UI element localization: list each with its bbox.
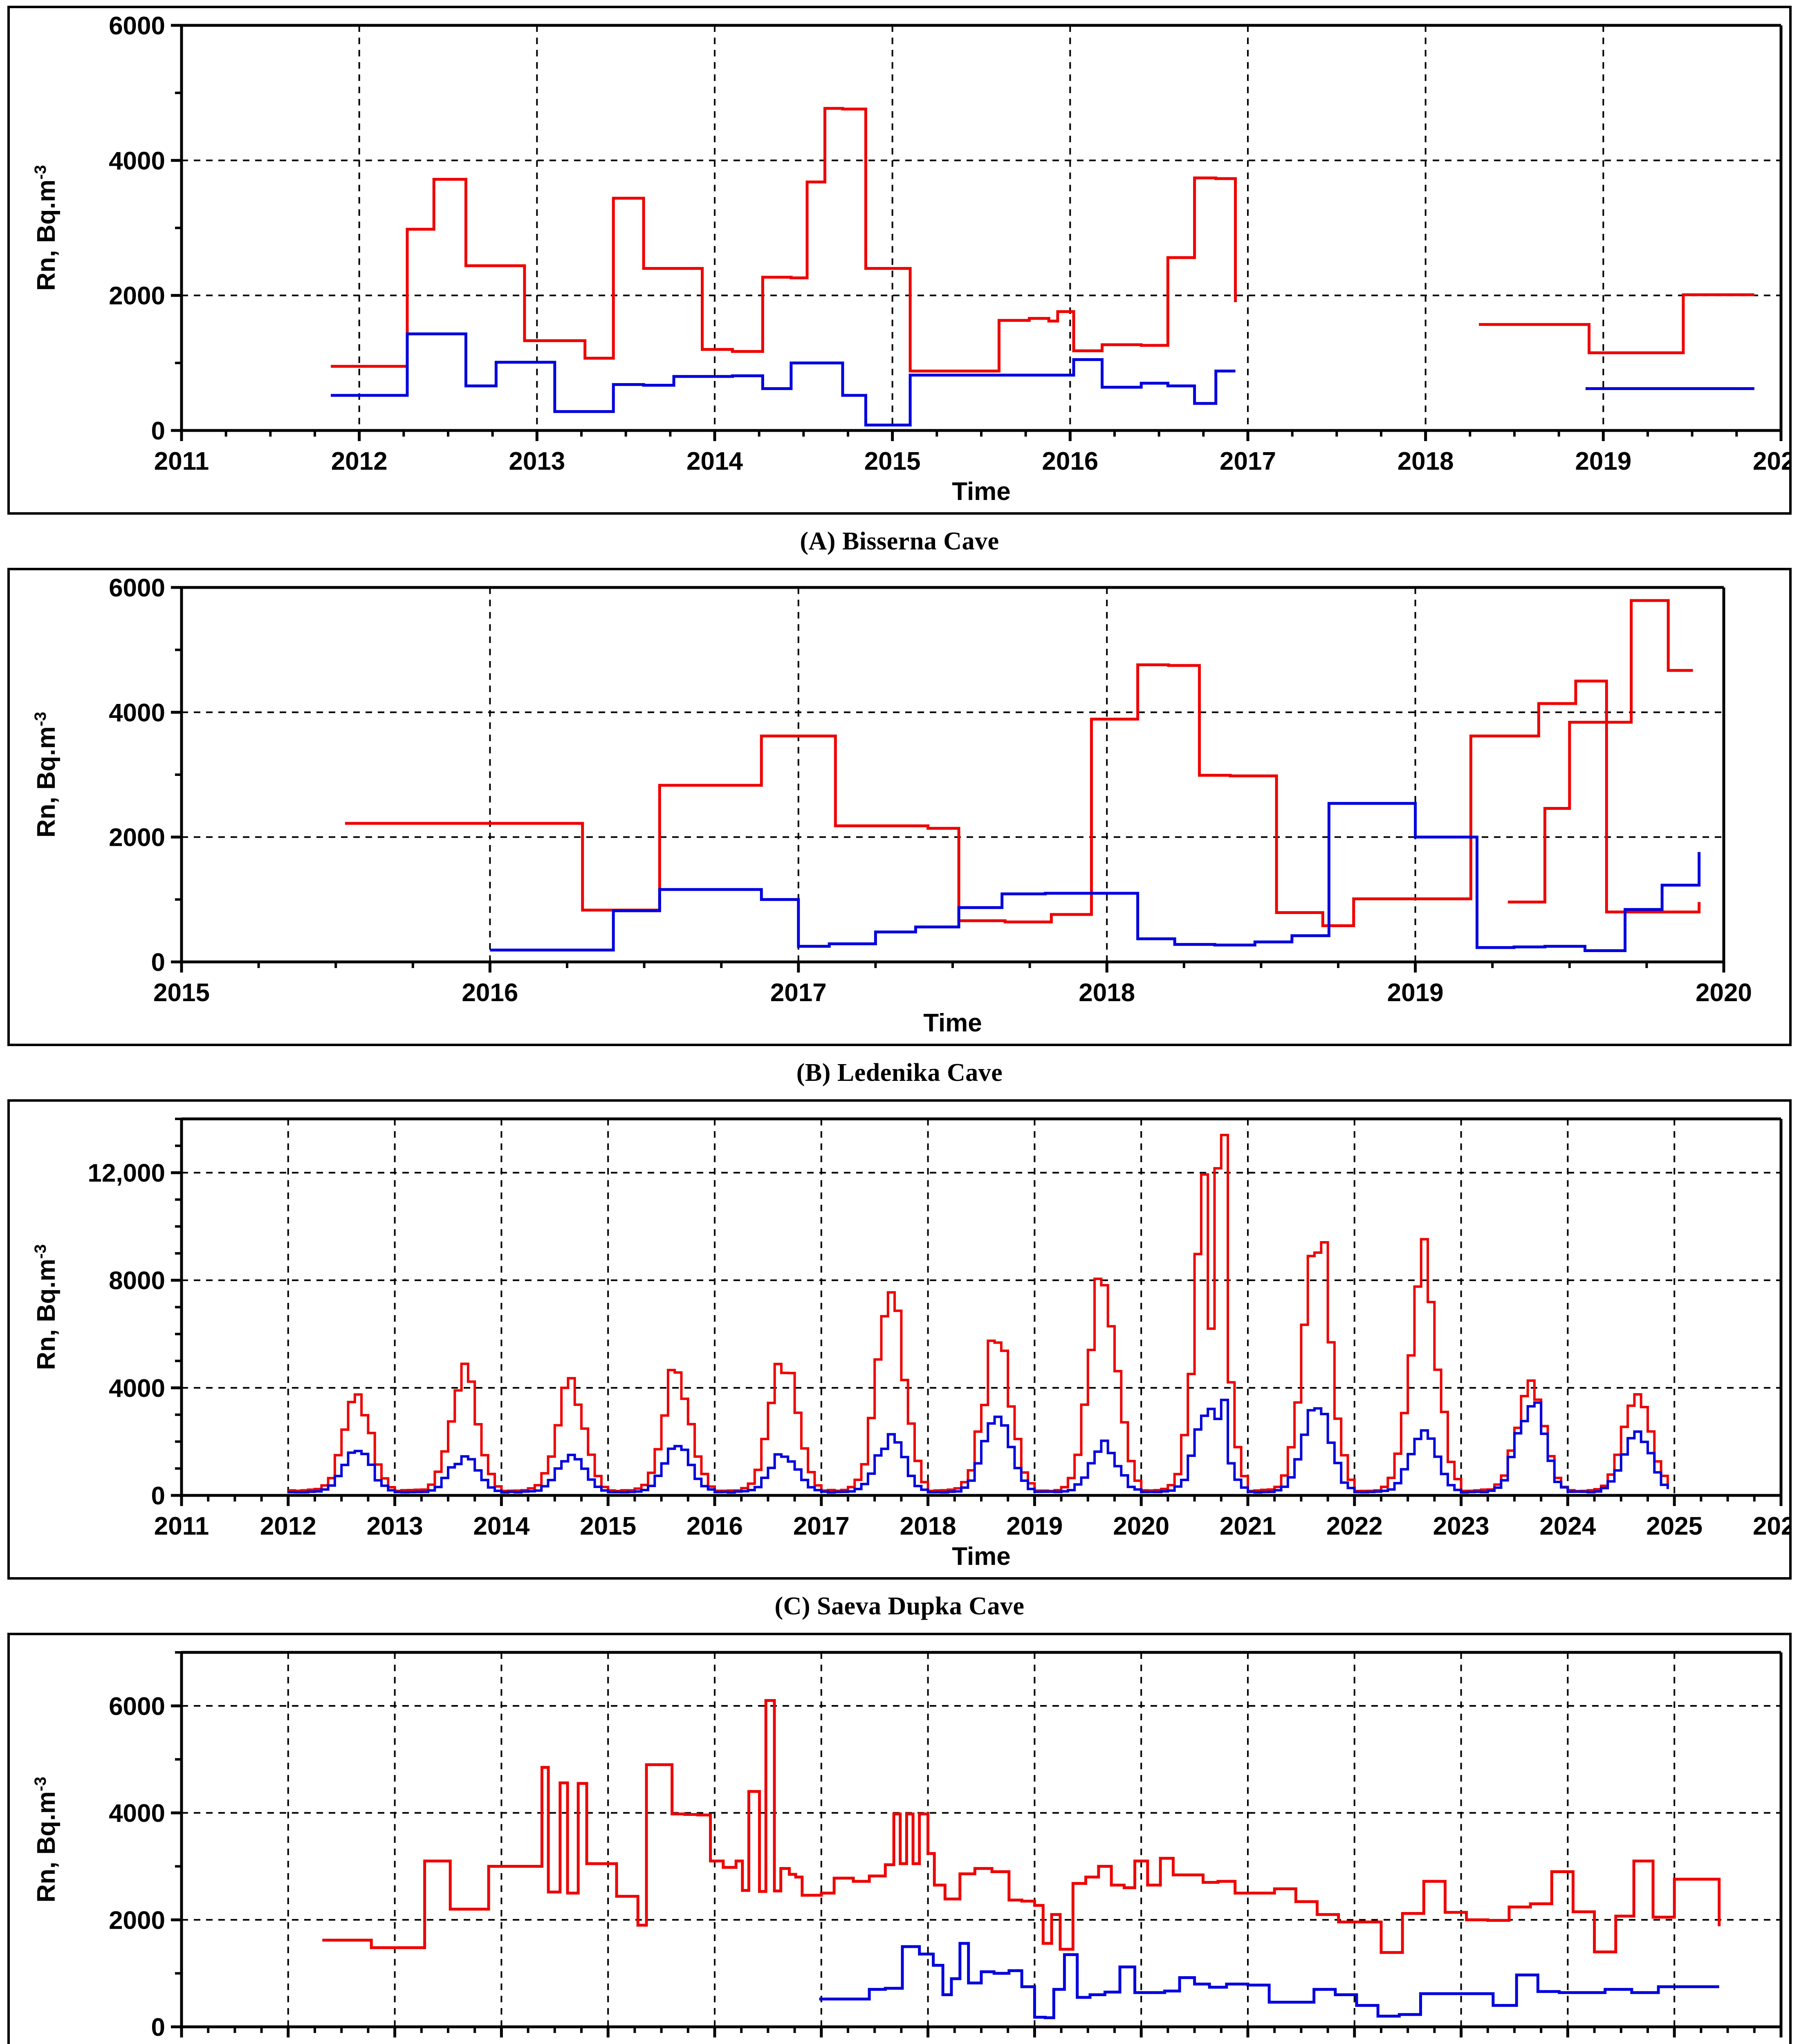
x-tick-label: 2017 [770, 979, 827, 1007]
y-tick-label: 2000 [109, 1906, 165, 1934]
panel-a-chart: 0 2000 4000 6000 2011 2012 2013 2014 2015 2016 201… [31, 12, 1789, 506]
panel-b-chart: 0 2000 4000 6000 2015 2016 2017 2018 2019 2020 Tim… [31, 574, 1752, 1037]
x-axis-title: Time [952, 477, 1011, 506]
x-tick-label: 2012 [260, 1512, 316, 1540]
x-axis-title: Time [923, 1009, 982, 1037]
panel-c-frame: 0 4000 8000 12,000 2011 2012 2013 2014 2015 2016 2… [7, 1099, 1792, 1580]
x-axis-title: Time [952, 1542, 1011, 1571]
y-tick-label: 0 [151, 948, 165, 977]
y-axis-title: Rn, Bq.m-3 [31, 1244, 61, 1370]
y-tick-label: 6000 [109, 574, 165, 602]
y-tick-label: 6000 [109, 1692, 165, 1721]
panel-a-block: 0 2000 4000 6000 2011 2012 2013 2014 2015 2016 201… [7, 6, 1792, 568]
x-tick-label: 2011 [154, 1512, 209, 1540]
panel-a-frame: 0 2000 4000 6000 2011 2012 2013 2014 2015 2016 201… [7, 6, 1792, 515]
y-tick-label: 4000 [109, 699, 165, 727]
x-tick-label: 2019 [1575, 447, 1631, 475]
x-tick-label: 2023 [1433, 1512, 1489, 1540]
panel-d-frame: 0200040006000201120122013201420152016201… [7, 1633, 1792, 2044]
x-tick-label: 2020 [1113, 1512, 1169, 1540]
y-tick-label: 2000 [109, 824, 165, 852]
y-tick-label: 0 [151, 2013, 165, 2042]
y-tick-label: 4000 [109, 147, 165, 175]
panel-d-chart: 0200040006000201120122013201420152016201… [31, 1651, 1789, 2044]
x-tick-label: 2017 [793, 1512, 850, 1540]
x-tick-label: 2013 [367, 1512, 423, 1540]
y-tick-label: 8000 [109, 1267, 165, 1295]
panel-c-caption: (C) Saeva Dupka Cave [774, 1592, 1025, 1620]
y-tick-label: 2000 [109, 282, 165, 310]
x-tick-label: 2011 [154, 447, 209, 475]
x-tick-label: 2025 [1646, 1512, 1703, 1540]
panel-b-block: 0 2000 4000 6000 2015 2016 2017 2018 2019 2020 Tim… [7, 568, 1792, 1099]
x-tick-label: 2022 [1326, 1512, 1383, 1540]
panel-b-frame: 0 2000 4000 6000 2015 2016 2017 2018 2019 2020 Tim… [7, 568, 1792, 1046]
x-tick-label: 2019 [1006, 1512, 1063, 1540]
y-tick-label: 4000 [109, 1374, 165, 1403]
x-tick-label: 2016 [686, 1512, 743, 1540]
x-tick-label: 2014 [686, 447, 743, 475]
x-tick-label: 2016 [462, 979, 518, 1007]
y-tick-label: 0 [151, 417, 165, 445]
x-tick-label: 2016 [1042, 447, 1098, 475]
panel-c-chart: 0 4000 8000 12,000 2011 2012 2013 2014 2015 2016 2… [31, 1117, 1789, 1571]
x-tick-label: 2021 [1220, 1512, 1276, 1540]
x-tick-label: 2024 [1539, 1512, 1596, 1540]
y-tick-label: 4000 [109, 1800, 165, 1828]
x-tick-label: 2015 [580, 1512, 636, 1540]
x-tick-label: 2018 [1079, 979, 1135, 1007]
x-tick-label: 2015 [153, 979, 210, 1007]
x-tick-label: 2013 [509, 447, 565, 475]
x-tick-label: 2018 [900, 1512, 956, 1540]
panel-a-caption: (A) Bisserna Cave [800, 527, 999, 555]
panel-b-caption: (B) Ledenika Cave [796, 1059, 1003, 1087]
panel-c-block: 0 4000 8000 12,000 2011 2012 2013 2014 2015 2016 2… [7, 1099, 1792, 1633]
x-tick-label: 2026 [1753, 1512, 1789, 1540]
x-tick-label: 2015 [864, 447, 921, 475]
panel-d-block: 0200040006000201120122013201420152016201… [7, 1633, 1792, 2044]
y-axis-title: Rn, Bq.m-3 [31, 712, 61, 838]
x-tick-label: 2018 [1397, 447, 1454, 475]
y-axis-title: Rn, Bq.m-3 [31, 165, 61, 291]
y-tick-label: 6000 [109, 12, 165, 40]
y-axis-title: Rn, Bq.m-3 [31, 1777, 61, 1903]
y-tick-label: 12,000 [87, 1159, 165, 1188]
y-tick-label: 0 [151, 1482, 165, 1510]
x-tick-label: 2017 [1220, 447, 1276, 475]
x-tick-label: 2020 [1753, 447, 1789, 475]
x-tick-label: 2014 [473, 1512, 529, 1540]
x-tick-label: 2019 [1387, 979, 1444, 1007]
x-tick-label: 2012 [331, 447, 388, 475]
x-tick-label: 2020 [1696, 979, 1752, 1007]
